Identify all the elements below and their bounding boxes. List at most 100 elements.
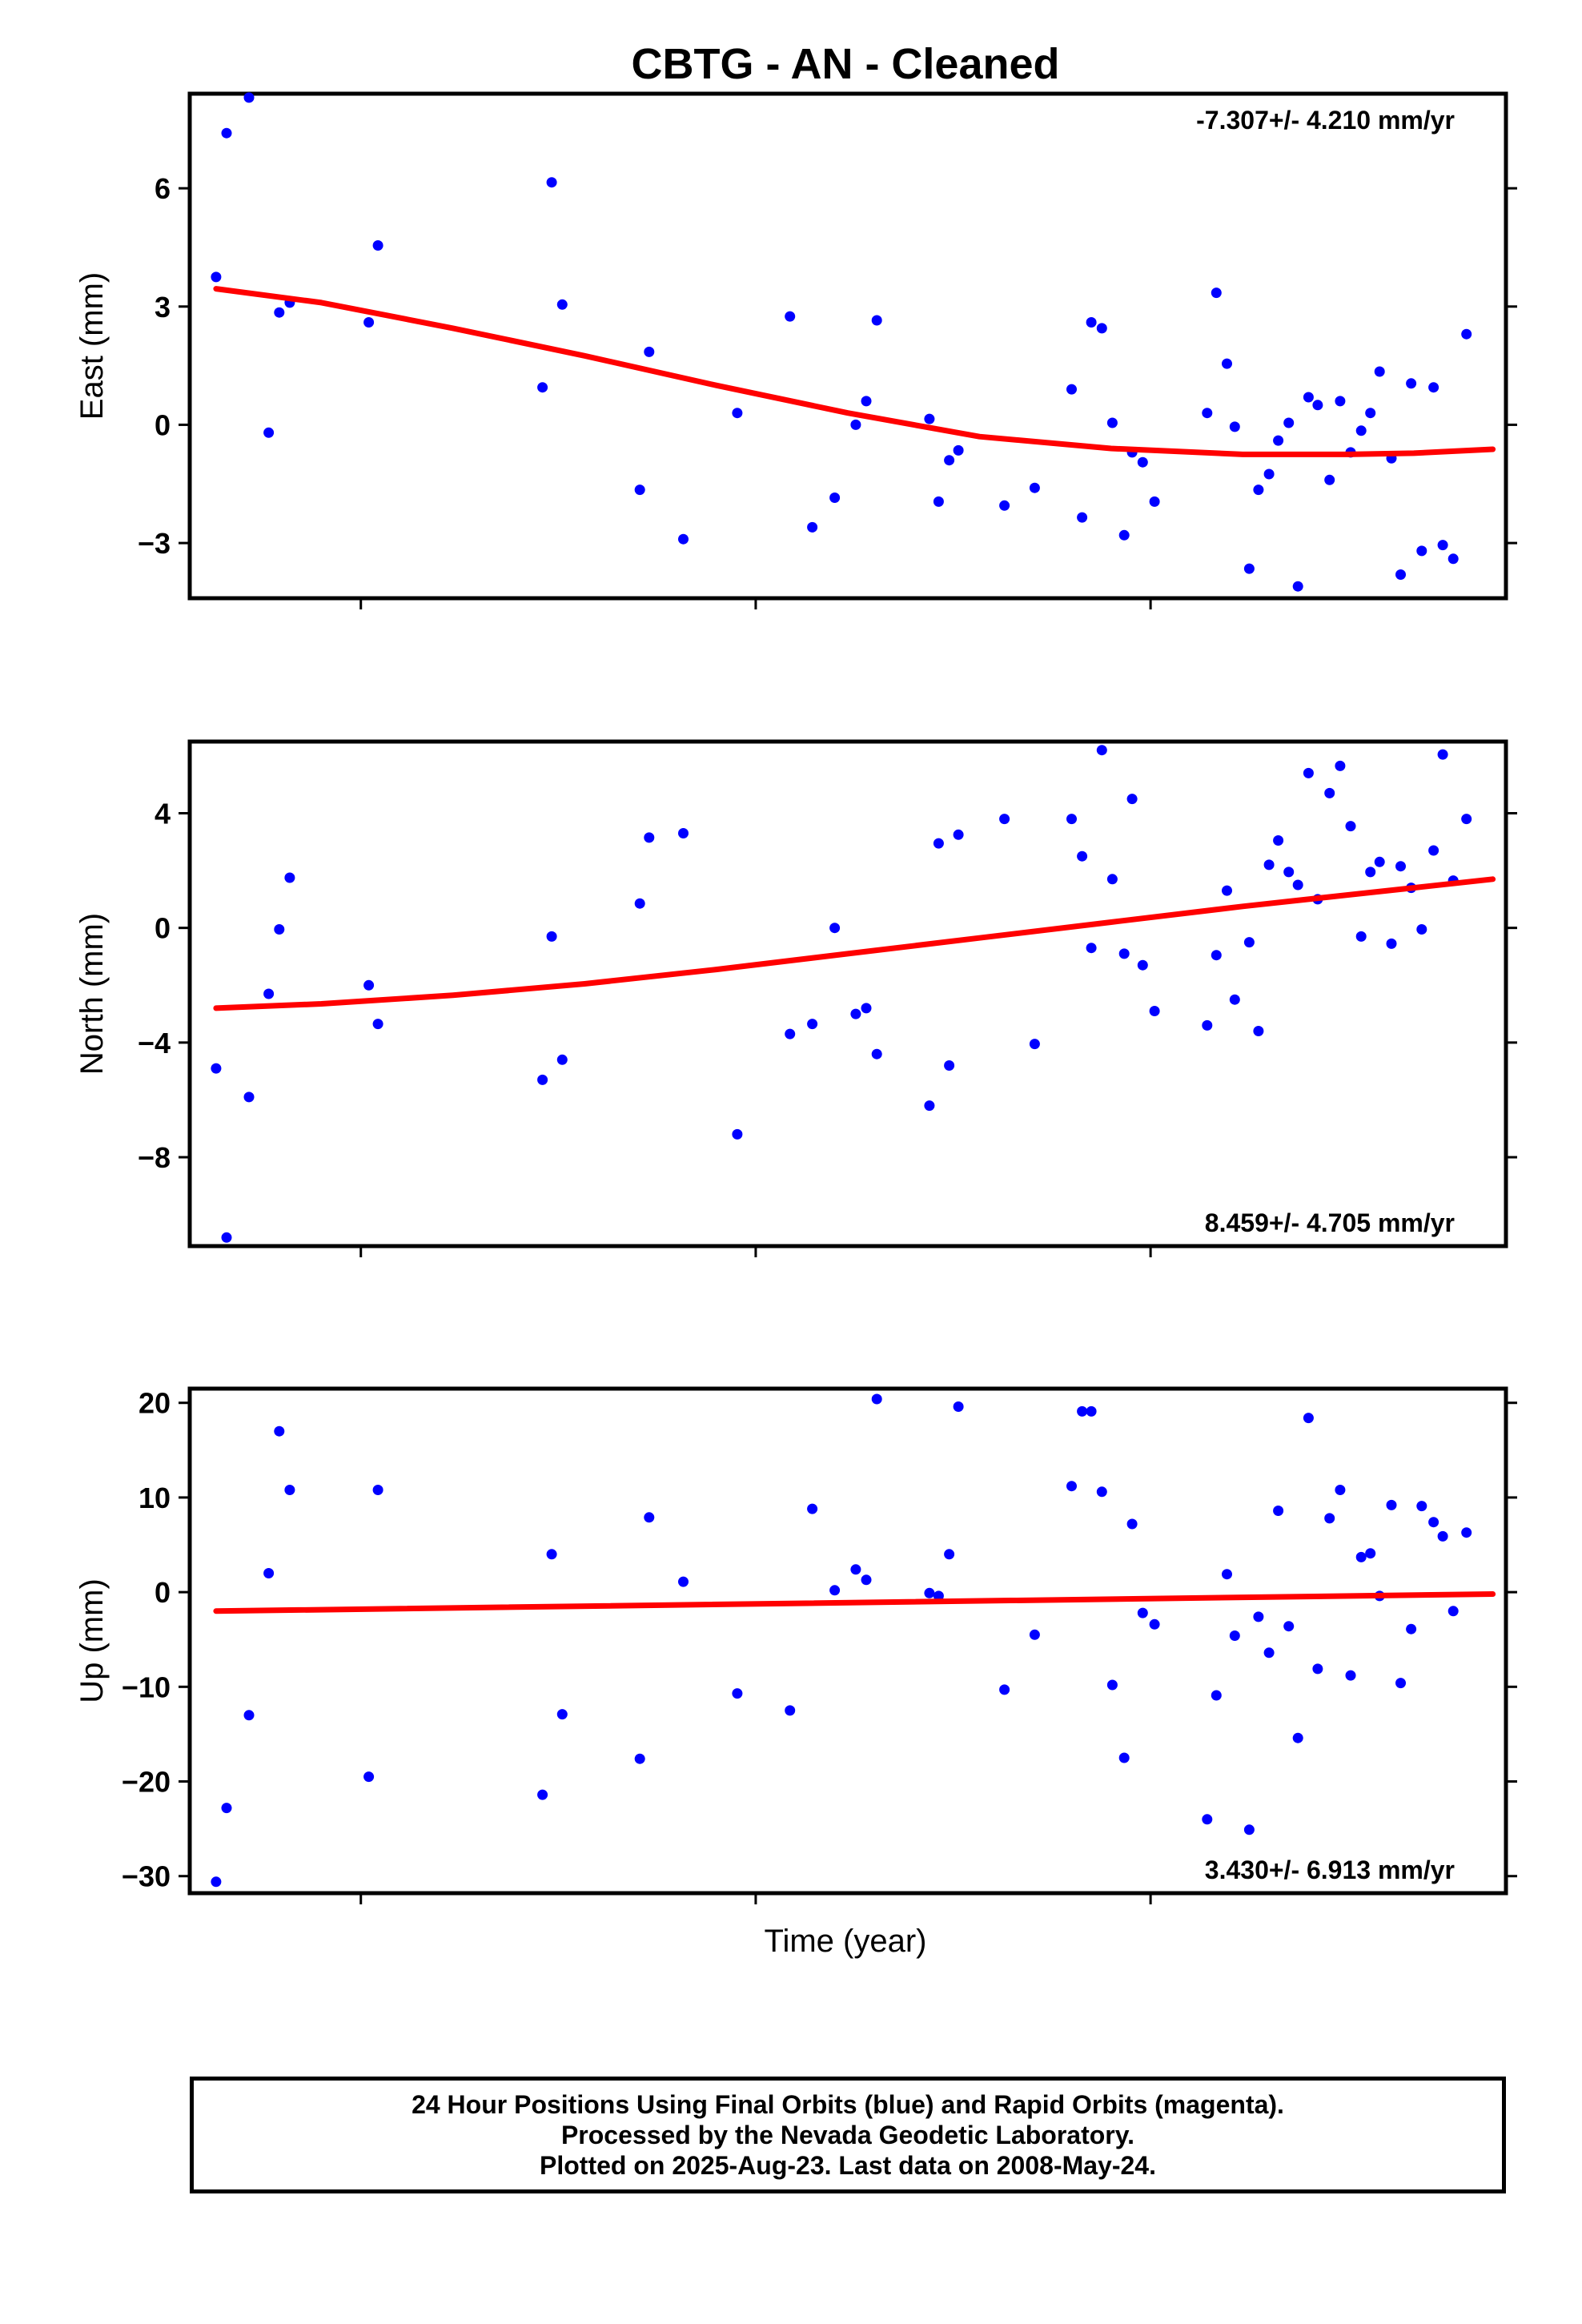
- north-data-point: [1395, 861, 1406, 872]
- north-data-point: [1461, 814, 1472, 825]
- east-fit-curve: [213, 286, 1496, 457]
- north-rate-annotation: 8.459+/- 4.705 mm/yr: [1205, 1208, 1455, 1237]
- north-data-point: [1303, 767, 1314, 778]
- up-data-point: [871, 1393, 882, 1405]
- north-ytick-label: −8: [138, 1141, 171, 1174]
- north-data-point: [1345, 821, 1356, 832]
- up-data-point: [263, 1568, 275, 1578]
- up-data-point: [243, 1710, 255, 1721]
- north-data-point: [1416, 924, 1427, 935]
- up-data-point: [537, 1789, 548, 1800]
- north-data-point: [644, 832, 655, 843]
- up-ytick-label: −20: [122, 1766, 171, 1799]
- north-data-point: [221, 1232, 232, 1243]
- north-data-point: [1335, 760, 1346, 771]
- up-data-point: [1077, 1405, 1088, 1417]
- north-data-point: [1106, 874, 1118, 885]
- east-data-point: [1292, 581, 1303, 592]
- east-data-point: [1428, 382, 1439, 393]
- up-data-point: [221, 1803, 232, 1814]
- north-data-point: [1222, 885, 1232, 896]
- north-data-point: [999, 814, 1010, 825]
- footer-line-1: 24 Hour Positions Using Final Orbits (bl…: [412, 2090, 1284, 2119]
- east-data-point: [1437, 540, 1448, 551]
- north-data-point: [1229, 994, 1240, 1005]
- up-data-point: [933, 1590, 944, 1602]
- east-data-point: [732, 408, 743, 419]
- up-data-point: [1292, 1732, 1303, 1743]
- north-plot-frame: [187, 739, 1508, 1248]
- east-data-point: [1447, 553, 1459, 565]
- up-data-point: [732, 1688, 743, 1699]
- east-data-point: [1461, 328, 1472, 340]
- up-data-point: [1324, 1513, 1335, 1524]
- up-data-point: [1406, 1623, 1417, 1634]
- up-data-point: [1447, 1606, 1459, 1617]
- east-data-point: [1106, 417, 1118, 428]
- east-data-point: [372, 240, 383, 251]
- north-data-point: [1211, 950, 1222, 961]
- east-data-point: [1118, 529, 1130, 541]
- footer-line-2: Processed by the Nevada Geodetic Laborat…: [560, 2121, 1135, 2149]
- east-data-point: [1149, 496, 1160, 507]
- chart-title: CBTG - AN - Cleaned: [631, 40, 1059, 88]
- east-data-point: [933, 496, 944, 507]
- up-fit-curve: [213, 1591, 1496, 1614]
- up-data-point: [274, 1425, 285, 1437]
- east-data-point: [1229, 421, 1240, 432]
- east-data-point: [1312, 400, 1323, 411]
- north-data-point: [944, 1060, 955, 1071]
- north-data-point: [933, 838, 944, 849]
- north-data-point: [850, 1008, 861, 1019]
- north-data-point: [807, 1019, 818, 1030]
- east-data-point: [953, 444, 964, 456]
- north-data-point: [1077, 850, 1088, 862]
- east-data-point: [546, 177, 557, 188]
- east-ytick-label: 6: [155, 172, 171, 205]
- north-data-point: [1428, 845, 1439, 856]
- east-rate-annotation: -7.307+/- 4.210 mm/yr: [1196, 106, 1455, 135]
- up-data-point: [807, 1503, 818, 1514]
- up-data-point: [556, 1709, 568, 1720]
- up-ytick-label: 0: [155, 1576, 171, 1609]
- up-data-point: [678, 1576, 689, 1587]
- east-ytick-label: 3: [155, 291, 171, 324]
- north-data-point: [1029, 1039, 1040, 1050]
- north-data-point: [1374, 856, 1385, 867]
- up-data-point: [634, 1753, 645, 1764]
- up-data-point: [1029, 1629, 1040, 1640]
- north-data-point: [1149, 1006, 1160, 1016]
- east-data-point: [1263, 468, 1275, 480]
- up-ytick-label: −30: [122, 1860, 171, 1893]
- north-data-point: [556, 1054, 568, 1065]
- up-data-point: [850, 1564, 861, 1575]
- north-data-point: [1292, 879, 1303, 891]
- up-data-point: [1253, 1611, 1264, 1622]
- up-data-point: [953, 1401, 964, 1412]
- up-data-point: [1395, 1678, 1406, 1689]
- north-ytick-label: 4: [155, 797, 171, 830]
- up-data-point: [1283, 1621, 1295, 1632]
- east-data-point: [1243, 563, 1255, 574]
- up-data-point: [1106, 1679, 1118, 1691]
- east-data-point: [1211, 287, 1222, 299]
- north-data-point: [732, 1128, 743, 1140]
- north-ytick-label: 0: [155, 912, 171, 945]
- up-data-point: [1273, 1506, 1284, 1516]
- east-data-point: [274, 307, 285, 318]
- east-data-point: [263, 427, 275, 438]
- up-data-point: [1096, 1486, 1107, 1498]
- east-data-point: [1096, 323, 1107, 334]
- up-data-point: [1416, 1501, 1427, 1512]
- up-data-point: [861, 1574, 872, 1586]
- north-data-point: [1126, 794, 1138, 805]
- east-data-point: [363, 317, 375, 328]
- east-y-axis-label: East (mm): [74, 272, 110, 420]
- up-ytick-label: −10: [122, 1671, 171, 1703]
- north-data-point: [1437, 749, 1448, 760]
- up-data-point: [644, 1512, 655, 1523]
- up-y-axis-label: Up (mm): [74, 1578, 110, 1703]
- east-data-point: [1365, 408, 1376, 419]
- north-ytick-label: −4: [138, 1027, 171, 1059]
- up-data-point: [1229, 1630, 1240, 1641]
